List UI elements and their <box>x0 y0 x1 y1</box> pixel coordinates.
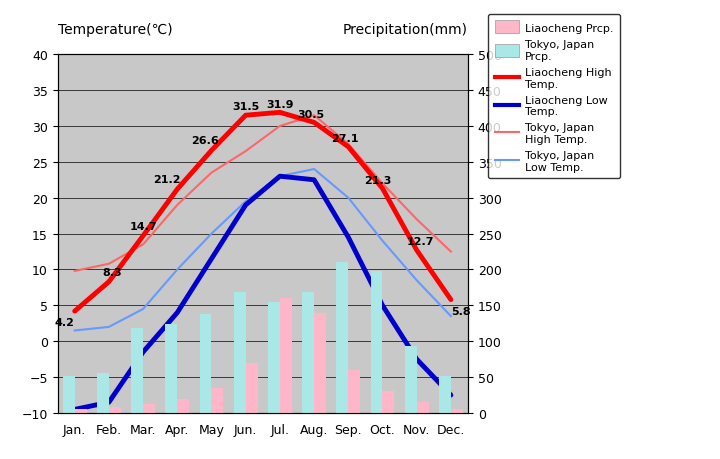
Bar <box>371 271 382 413</box>
Text: 8.3: 8.3 <box>102 267 122 277</box>
Bar <box>97 373 109 413</box>
Bar <box>302 293 314 413</box>
Text: 21.2: 21.2 <box>153 174 181 185</box>
Text: 31.5: 31.5 <box>232 102 259 112</box>
Text: 26.6: 26.6 <box>191 136 219 146</box>
Text: 31.9: 31.9 <box>266 99 294 109</box>
Text: Precipitation(mm): Precipitation(mm) <box>343 23 468 37</box>
Bar <box>348 370 360 413</box>
Text: 21.3: 21.3 <box>364 175 391 185</box>
Bar <box>314 313 326 413</box>
Bar <box>75 409 86 413</box>
Bar <box>63 376 75 413</box>
Text: 27.1: 27.1 <box>331 134 359 144</box>
Bar <box>246 363 258 413</box>
Text: 30.5: 30.5 <box>297 109 324 119</box>
Bar <box>212 388 223 413</box>
Bar <box>268 303 280 413</box>
Text: 14.7: 14.7 <box>130 221 157 231</box>
Bar <box>439 376 451 413</box>
Bar <box>405 347 417 413</box>
Bar <box>109 408 121 413</box>
Bar <box>417 403 428 413</box>
Bar <box>336 263 348 413</box>
Bar <box>280 298 292 413</box>
Bar <box>177 399 189 413</box>
Text: Temperature(℃): Temperature(℃) <box>58 23 172 37</box>
Bar <box>143 404 155 413</box>
Bar <box>234 293 246 413</box>
Legend: Liaocheng Prcp., Tokyo, Japan
Prcp., Liaocheng High
Temp., Liaocheng Low
Temp., : Liaocheng Prcp., Tokyo, Japan Prcp., Lia… <box>488 15 620 179</box>
Bar <box>382 392 395 413</box>
Text: 12.7: 12.7 <box>406 237 434 247</box>
Bar <box>166 325 177 413</box>
Text: 5.8: 5.8 <box>451 306 471 316</box>
Text: 4.2: 4.2 <box>55 318 74 328</box>
Bar <box>131 329 143 413</box>
Bar <box>451 409 463 413</box>
Bar <box>199 314 212 413</box>
